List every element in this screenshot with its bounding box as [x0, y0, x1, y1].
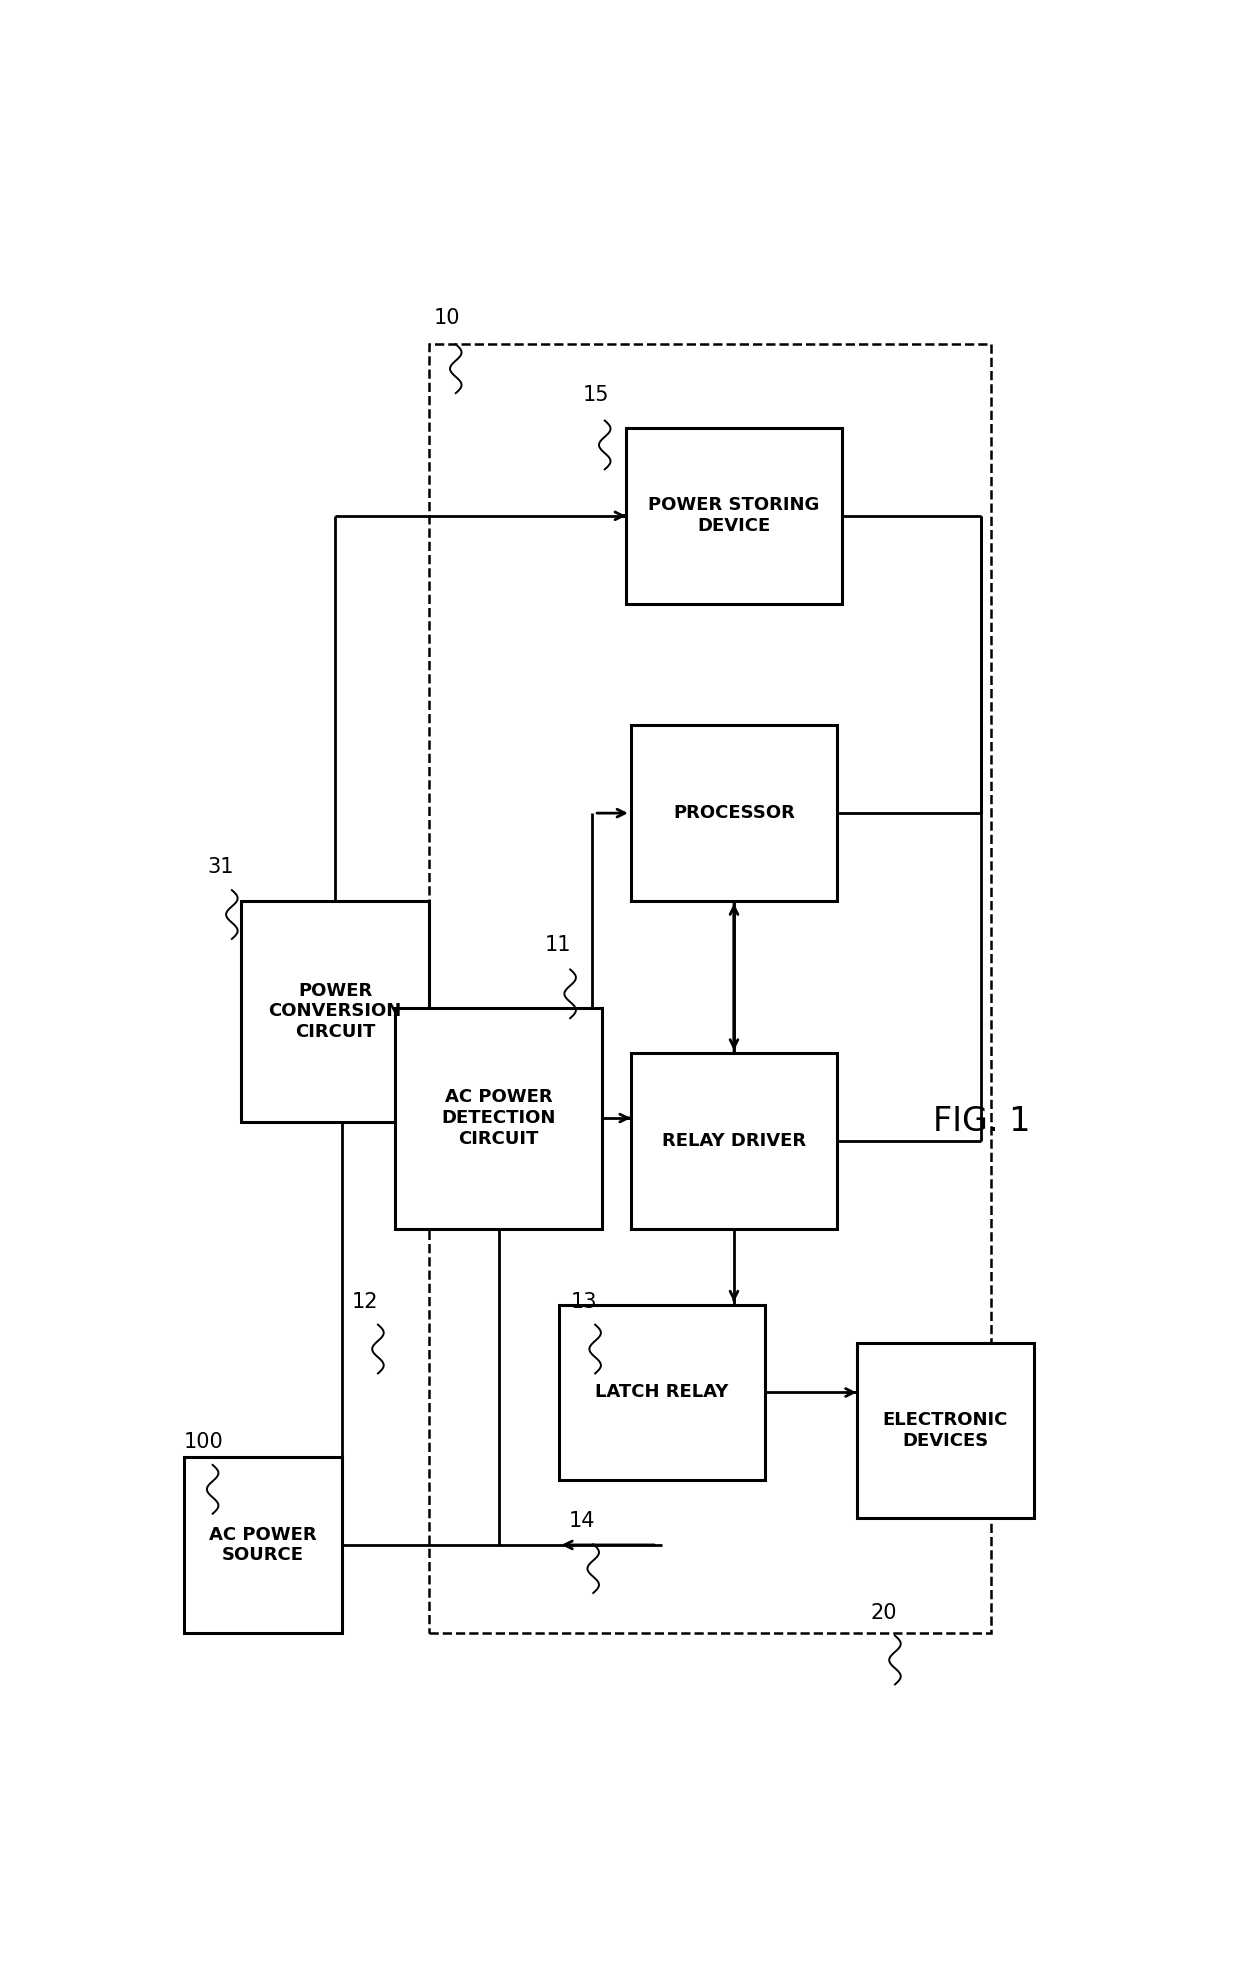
Text: 20: 20 — [870, 1602, 898, 1624]
Bar — [184, 1457, 342, 1634]
Text: 11: 11 — [544, 935, 570, 954]
Text: 15: 15 — [583, 384, 609, 404]
Text: AC POWER
DETECTION
CIRCUIT: AC POWER DETECTION CIRCUIT — [441, 1089, 556, 1148]
Text: POWER
CONVERSION
CIRCUIT: POWER CONVERSION CIRCUIT — [269, 982, 402, 1041]
Bar — [429, 345, 991, 1634]
Text: ELECTRONIC
DEVICES: ELECTRONIC DEVICES — [883, 1412, 1008, 1449]
Text: 10: 10 — [434, 309, 460, 329]
Bar — [857, 1342, 1034, 1519]
Text: POWER STORING
DEVICE: POWER STORING DEVICE — [649, 497, 820, 535]
Text: FIG. 1: FIG. 1 — [932, 1105, 1030, 1138]
Bar — [631, 725, 837, 901]
Text: 12: 12 — [352, 1291, 378, 1313]
Text: RELAY DRIVER: RELAY DRIVER — [662, 1133, 806, 1150]
Bar — [558, 1305, 765, 1481]
Text: AC POWER
SOURCE: AC POWER SOURCE — [210, 1525, 317, 1564]
Text: LATCH RELAY: LATCH RELAY — [595, 1384, 729, 1402]
Text: PROCESSOR: PROCESSOR — [673, 804, 795, 822]
Text: 13: 13 — [572, 1291, 598, 1313]
Text: 14: 14 — [568, 1511, 595, 1531]
Bar — [626, 428, 842, 604]
Bar — [396, 1008, 601, 1228]
Bar — [631, 1053, 837, 1228]
Text: 100: 100 — [184, 1432, 223, 1451]
Bar — [242, 901, 429, 1123]
Text: 31: 31 — [208, 857, 234, 877]
